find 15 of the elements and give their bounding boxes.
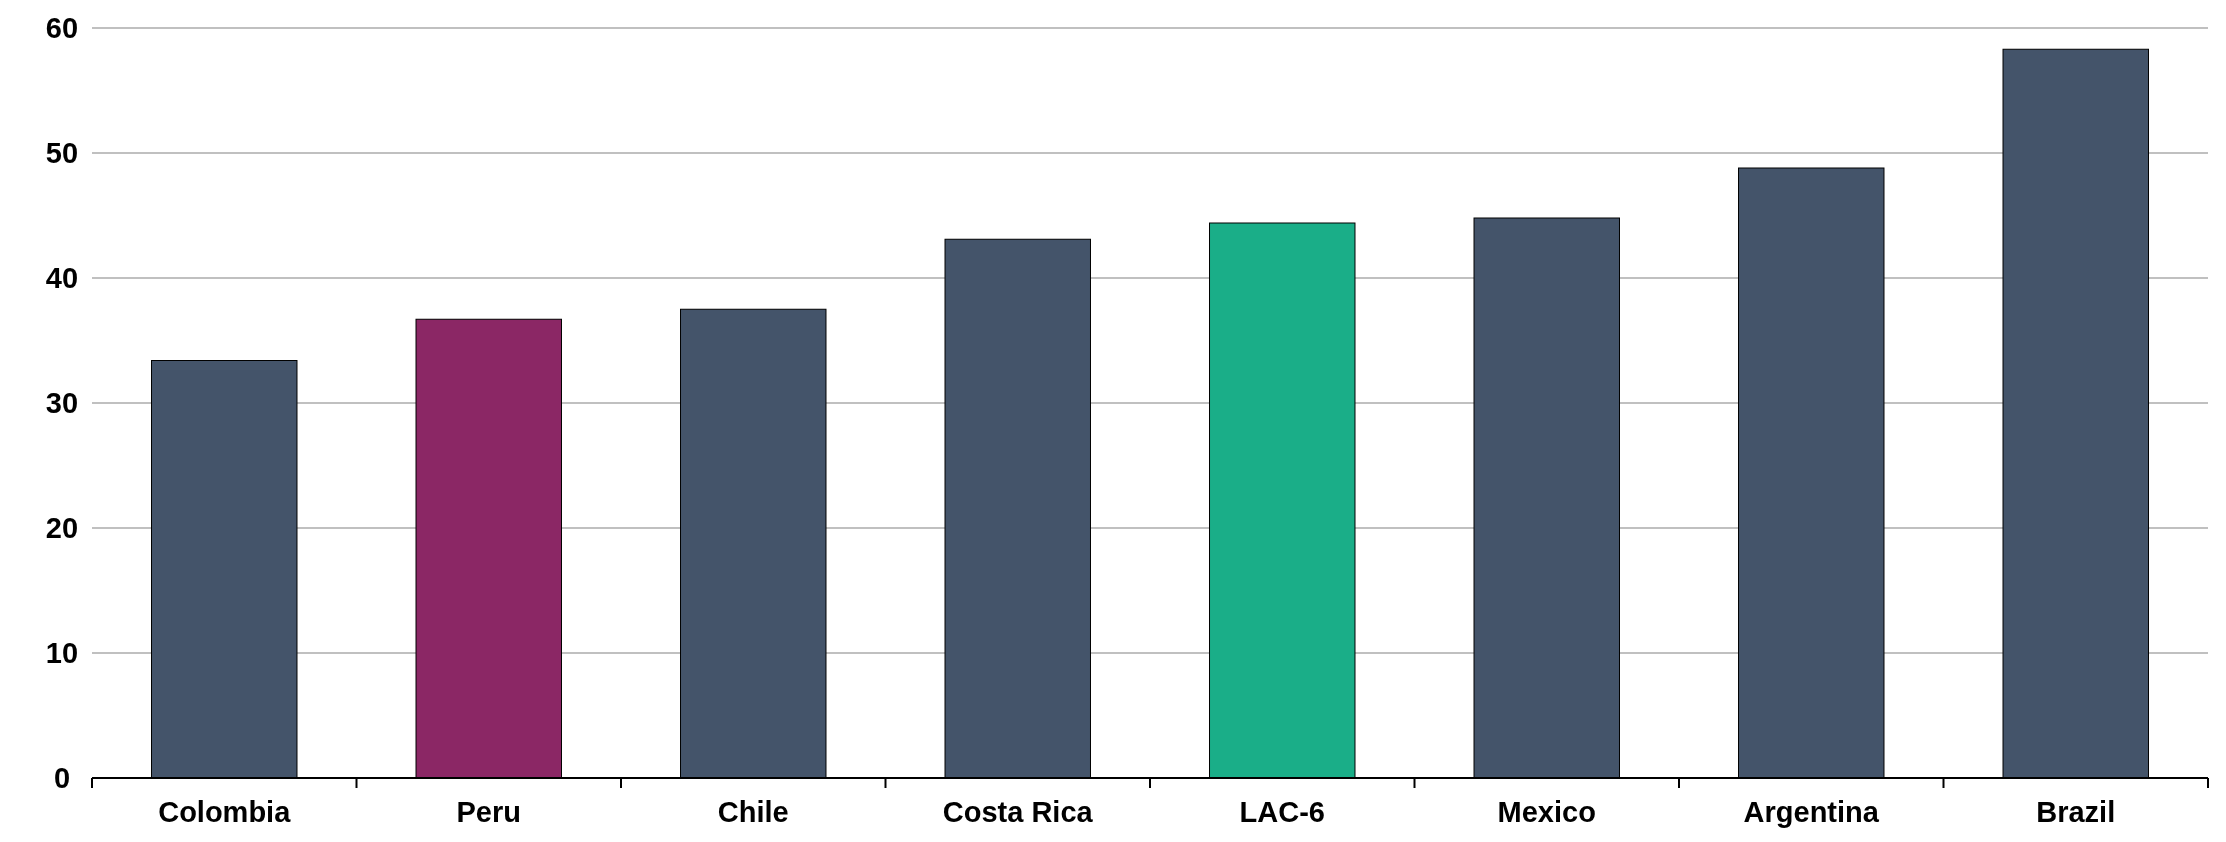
y-tick-label: 50 — [45, 137, 79, 170]
x-tick-label: Argentina — [1743, 796, 1880, 828]
x-tick-label: Peru — [456, 796, 521, 828]
y-tick-label: 20 — [45, 512, 79, 545]
x-tick-label: Mexico — [1497, 796, 1596, 828]
y-tick-label: 40 — [45, 262, 79, 295]
x-tick-label: Brazil — [2036, 796, 2116, 828]
y-tick-label: 60 — [45, 12, 79, 45]
y-tick-label: 30 — [45, 387, 79, 420]
x-tick-label: Costa Rica — [942, 796, 1094, 828]
x-tick-label: Colombia — [158, 796, 292, 828]
y-tick-label: 0 — [53, 762, 71, 795]
x-tick-label: LAC-6 — [1239, 796, 1325, 828]
y-tick-label: 10 — [45, 637, 79, 670]
x-tick-label: Chile — [717, 796, 789, 828]
